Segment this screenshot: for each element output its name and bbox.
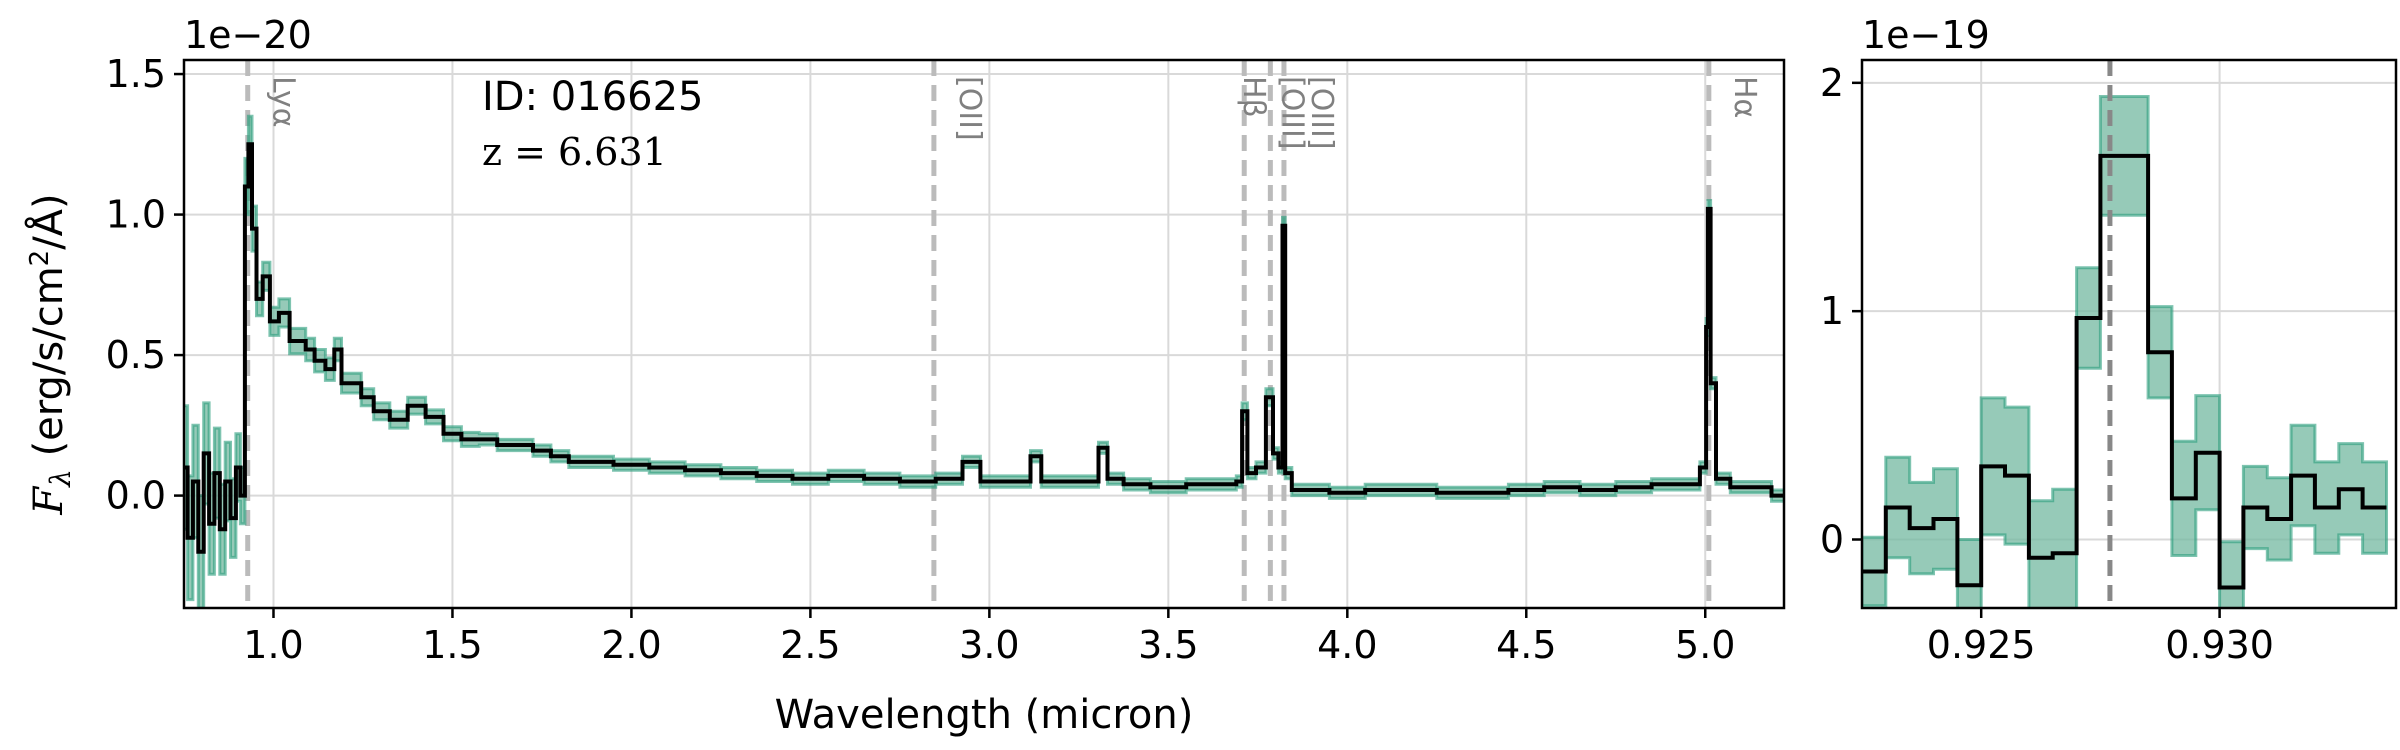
- y-tick-label: 0.5: [106, 333, 166, 377]
- x-tick-label: 1.5: [422, 623, 482, 667]
- x-tick-label: 1.0: [243, 623, 303, 667]
- main-line-labels: Lyα [OII] Hβ [OIII][OIII] Hα: [266, 76, 1762, 150]
- error-band: [1862, 95, 2388, 608]
- zoom-error-band: [1862, 95, 2388, 608]
- flux-line: [1862, 153, 2387, 590]
- zoom-y-scale-label: 1e−19: [1862, 13, 1990, 57]
- redshift-annotation: z = 6.631: [482, 130, 667, 174]
- x-tick-label: 3.0: [959, 623, 1019, 667]
- main-y-scale-label: 1e−20: [184, 13, 312, 57]
- main-grid: [184, 60, 1784, 608]
- y-tick-label: 0.0: [106, 474, 166, 518]
- zoom-y-ticks: 0 1 2: [1820, 61, 1862, 562]
- zoom-lyalpha-panel: 0.925 0.930 0 1 2 1e−19: [1820, 13, 2398, 667]
- main-y-ticks: 0.0 0.5 1.0 1.5: [106, 52, 184, 518]
- x-tick-label: 3.5: [1138, 623, 1198, 667]
- x-tick-label: 2.5: [780, 623, 840, 667]
- main-x-axis-label: Wavelength (micron): [775, 692, 1194, 738]
- y-tick-label: 1: [1820, 289, 1844, 333]
- error-band: [184, 114, 1784, 608]
- y-label-units-b: /Å): [24, 193, 72, 249]
- x-tick-label: 0.925: [1927, 623, 2036, 667]
- line-label: Hβ: [1236, 76, 1271, 118]
- y-tick-label: 1.5: [106, 52, 166, 96]
- y-tick-label: 0: [1820, 518, 1844, 562]
- main-spectrum-panel: Lyα [OII] Hβ [OIII][OIII] Hα 1.0 1.5 2.0 2.5 3.0…: [24, 13, 1786, 738]
- main-x-ticks: 1.0 1.5 2.0 2.5 3.0 3.5 4.0 4.5 5.0: [243, 608, 1735, 667]
- main-axes-frame: [182, 58, 1786, 610]
- flux-line: [184, 142, 1784, 554]
- line-label: [OII]: [952, 76, 987, 141]
- y-label-symbol: F: [26, 486, 72, 516]
- zoom-axes-frame: [1860, 58, 2398, 610]
- zoom-flux-series: [1862, 153, 2387, 590]
- line-label: Hα: [1727, 76, 1762, 118]
- zoom-grid: [1862, 60, 2396, 608]
- line-label: [OIII]: [1304, 76, 1339, 150]
- y-tick-label: 2: [1820, 61, 1844, 105]
- y-tick-label: 1.0: [106, 193, 166, 237]
- main-line-markers: [245, 60, 1712, 608]
- y-label-units-a: (erg/s/cm: [26, 266, 72, 469]
- x-tick-label: 4.5: [1496, 623, 1556, 667]
- object-id-annotation: ID: 016625: [482, 74, 703, 120]
- x-tick-label: 0.930: [2165, 623, 2274, 667]
- main-flux-series: [184, 142, 1784, 554]
- y-label-superscript: 2: [25, 250, 55, 267]
- line-label: [OIII]: [1274, 76, 1309, 150]
- y-label-subscript: λ: [44, 469, 77, 488]
- zoom-x-ticks: 0.925 0.930: [1927, 608, 2274, 667]
- x-tick-label: 4.0: [1317, 623, 1377, 667]
- x-tick-label: 5.0: [1675, 623, 1735, 667]
- main-error-band: [184, 114, 1784, 608]
- line-label: Lyα: [266, 76, 301, 128]
- x-tick-label: 2.0: [601, 623, 661, 667]
- main-y-axis-label: Fλ (erg/s/cm2/Å): [24, 193, 77, 515]
